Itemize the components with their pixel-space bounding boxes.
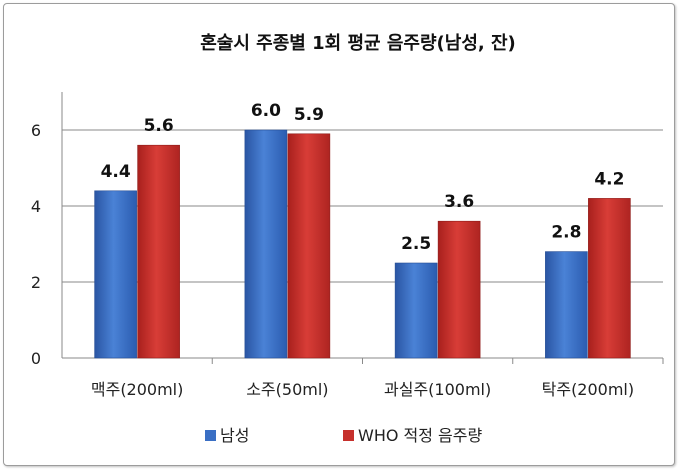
data-label: 5.9 bbox=[294, 105, 324, 125]
data-label: 4.4 bbox=[101, 162, 131, 182]
x-tick-label: 탁주(200ml) bbox=[542, 380, 635, 399]
legend-swatch-who bbox=[343, 430, 354, 441]
bar-who-0 bbox=[137, 144, 180, 359]
y-tick-labels: 0 2 4 6 bbox=[31, 121, 41, 368]
data-label: 5.6 bbox=[144, 116, 174, 136]
data-label: 2.8 bbox=[551, 223, 581, 243]
y-tick-label: 4 bbox=[31, 197, 41, 216]
data-label: 6.0 bbox=[251, 101, 281, 121]
legend-label-who: WHO 적정 음주량 bbox=[358, 426, 482, 445]
bar-male-3 bbox=[545, 251, 588, 359]
bar-male-1 bbox=[244, 129, 288, 359]
data-label: 4.2 bbox=[594, 169, 624, 189]
bar-who-2 bbox=[437, 220, 481, 359]
legend-swatch-male bbox=[205, 430, 216, 441]
data-label: 2.5 bbox=[401, 234, 431, 254]
bar-who-3 bbox=[588, 198, 631, 359]
y-tick-label: 2 bbox=[31, 273, 41, 292]
bar-male-0 bbox=[94, 190, 137, 359]
x-tick-labels: 맥주(200ml) 소주(50ml) 과실주(100ml) 탁주(200ml) bbox=[91, 380, 634, 399]
y-tick-label: 0 bbox=[31, 349, 41, 368]
bar-who-1 bbox=[287, 133, 331, 359]
data-label: 3.6 bbox=[444, 192, 474, 212]
x-tick-label: 소주(50ml) bbox=[246, 380, 328, 399]
bar-male-2 bbox=[394, 262, 438, 359]
x-tick-label: 맥주(200ml) bbox=[91, 380, 184, 399]
legend-label-male: 남성 bbox=[220, 426, 249, 445]
x-tick-label: 과실주(100ml) bbox=[384, 380, 491, 399]
legend: 남성 WHO 적정 음주량 bbox=[205, 426, 482, 445]
chart-title: 혼술시 주종별 1회 평균 음주량(남성, 잔) bbox=[200, 32, 516, 54]
data-labels: 4.4 5.6 6.0 5.9 2.5 3.6 2.8 4.2 bbox=[101, 101, 625, 254]
bars bbox=[94, 129, 631, 359]
y-tick-label: 6 bbox=[31, 121, 41, 140]
